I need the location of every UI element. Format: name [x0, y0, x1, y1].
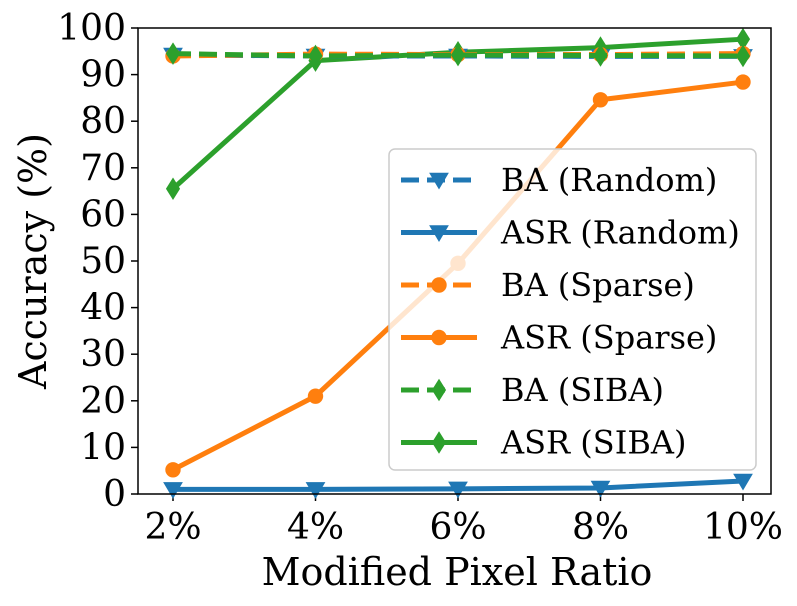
- x-tick-label: 8%: [572, 507, 629, 548]
- legend: BA (Random) ASR (Random) BA (Sparse) ASR (S…: [388, 148, 757, 471]
- tick-layer: 0 10 20 30 40 50 60 70 80 90 100 2% 4% 6% 8% 10%: [57, 8, 783, 548]
- data-point: [165, 177, 181, 201]
- legend-label: ASR (SIBA): [500, 424, 686, 462]
- y-tick-label: 100: [57, 8, 126, 49]
- series-ba-siba: [165, 42, 751, 68]
- data-point: [308, 44, 323, 68]
- legend-marker: [431, 431, 447, 454]
- y-tick-label: 20: [80, 381, 126, 422]
- data-point: [305, 482, 326, 499]
- legend-marker: [429, 172, 449, 190]
- legend-marker: [431, 378, 447, 402]
- series-line: [172, 51, 744, 59]
- data-point: [733, 473, 753, 491]
- legend-marker: [429, 225, 449, 243]
- y-tick-label: 10: [80, 427, 126, 468]
- plot-frame: [137, 27, 772, 495]
- y-tick-label: 50: [80, 241, 126, 282]
- data-point: [735, 44, 751, 68]
- y-tick-label: 80: [80, 101, 126, 142]
- data-point: [163, 482, 183, 499]
- series-asr-random: [163, 473, 753, 499]
- y-tick-label: 0: [103, 474, 126, 515]
- legend-marker: [431, 277, 447, 293]
- data-point: [448, 481, 468, 499]
- y-tick-label: 30: [80, 334, 126, 375]
- y-tick-label: 40: [80, 288, 126, 329]
- y-axis-label: Accuracy (%): [11, 133, 55, 390]
- x-tick-label: 6%: [429, 507, 486, 548]
- data-point: [165, 42, 181, 65]
- legend-label: BA (Sparse): [501, 266, 695, 304]
- y-tick-label: 90: [80, 55, 126, 96]
- x-tick-label: 4%: [287, 507, 344, 548]
- y-tick-label: 60: [80, 194, 126, 235]
- data-point: [307, 388, 324, 404]
- legend-box: [388, 148, 757, 471]
- legend-label: ASR (Sparse): [500, 319, 717, 357]
- legend-marker: [431, 329, 447, 346]
- data-point: [735, 74, 751, 90]
- x-axis-label: Modified Pixel Ratio: [262, 550, 653, 594]
- legend-label: BA (Random): [501, 161, 717, 199]
- legend-label: BA (SIBA): [501, 371, 664, 409]
- data-point: [593, 44, 608, 67]
- x-tick-label: 2%: [144, 507, 201, 548]
- data-point: [165, 462, 181, 478]
- series-layer: [163, 27, 753, 499]
- legend-label: ASR (Random): [500, 214, 740, 252]
- x-tick-label: 10%: [703, 507, 783, 548]
- data-point: [450, 43, 466, 67]
- y-tick-label: 70: [80, 148, 126, 189]
- data-point: [592, 92, 609, 108]
- data-point: [590, 480, 611, 498]
